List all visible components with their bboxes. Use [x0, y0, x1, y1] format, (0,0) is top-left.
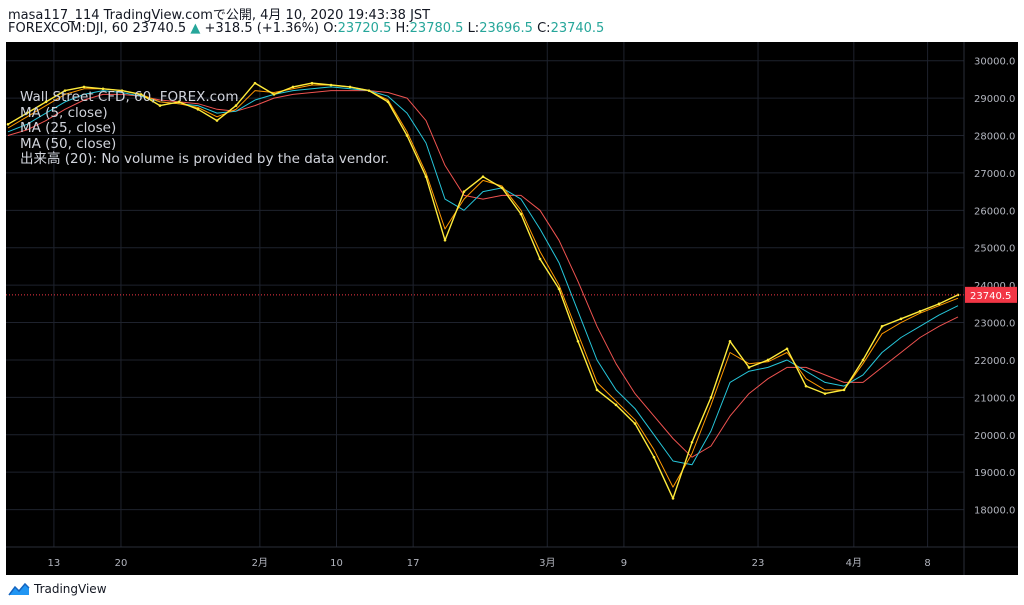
close-point	[44, 100, 48, 104]
y-tick-label: 29000.0	[974, 94, 1015, 105]
close-point	[101, 87, 105, 91]
x-tick-label: 20	[115, 558, 128, 569]
x-tick-label: 10	[330, 558, 343, 569]
tradingview-logo-icon	[8, 582, 30, 596]
close-point	[785, 347, 789, 351]
close-label: C:	[537, 21, 551, 36]
close-point	[728, 339, 732, 343]
tradingview-logo-text: TradingView	[34, 582, 107, 596]
close-point	[348, 85, 352, 89]
close-point	[253, 81, 257, 85]
y-tick-label: 20000.0	[974, 431, 1015, 442]
close-point	[519, 212, 523, 216]
close-point	[82, 85, 86, 89]
close-point	[158, 104, 162, 107]
close-point	[690, 440, 694, 444]
close-point	[481, 175, 485, 178]
publish-line: masa117_114 TradingView.comで公開, 4月 10, 2…	[8, 8, 431, 23]
publish-info: masa117_114 TradingView.comで公開, 4月 10, 2…	[8, 4, 430, 23]
open-label: O:	[323, 21, 338, 36]
close-point	[272, 93, 276, 96]
low-label: L:	[467, 21, 480, 36]
close-point	[329, 83, 333, 87]
y-tick-label: 23000.0	[974, 319, 1015, 330]
x-tick-label: 9	[621, 558, 627, 569]
ma5-series-line	[7, 84, 959, 488]
x-tick-label: 17	[407, 558, 420, 569]
y-tick-label: 24000.0	[974, 281, 1015, 292]
open-value: 23720.5	[337, 21, 392, 36]
chart-header: masa117_114 TradingView.comで公開, 4月 10, 2…	[0, 0, 1024, 40]
close-point	[215, 119, 219, 122]
close-point	[25, 111, 29, 115]
close-point	[405, 134, 409, 137]
close-point	[823, 392, 827, 395]
low-value: 23696.5	[479, 21, 533, 36]
high-label: H:	[395, 21, 410, 36]
close-point	[804, 384, 808, 388]
high-value: 23780.5	[409, 21, 464, 36]
tradingview-logo[interactable]: TradingView	[8, 581, 107, 597]
close-point	[538, 257, 542, 261]
y-tick-label: 19000.0	[974, 468, 1015, 479]
close-value: 23740.5	[550, 21, 605, 36]
close-point	[310, 81, 314, 85]
close-point	[576, 339, 580, 343]
x-tick-label: 8	[924, 558, 930, 569]
close-point	[747, 366, 751, 369]
close-point	[918, 310, 922, 313]
close-point	[652, 455, 656, 459]
x-tick-label: 4月	[846, 557, 862, 569]
close-point	[557, 287, 561, 291]
last-price-label: 23740.5	[970, 291, 1011, 302]
close-point	[291, 85, 295, 89]
last-price-tag	[965, 286, 1017, 303]
up-arrow-icon: ▲	[190, 21, 201, 36]
close-point	[196, 108, 200, 111]
close-point	[443, 238, 447, 242]
close-point	[671, 497, 675, 500]
close-point	[177, 100, 181, 104]
close-point	[633, 422, 637, 425]
close-point	[462, 190, 466, 193]
close-point	[766, 358, 770, 362]
x-tick-label: 13	[48, 558, 61, 569]
close-point	[842, 388, 846, 392]
y-tick-label: 30000.0	[974, 57, 1015, 68]
y-tick-label: 25000.0	[974, 244, 1015, 255]
close-point	[614, 403, 618, 407]
close-point	[367, 89, 371, 92]
close-point	[424, 175, 428, 178]
symbol-line: FOREXCOM:DJI, 60 23740.5	[8, 21, 187, 36]
close-point	[63, 89, 67, 92]
close-point	[899, 317, 903, 321]
price-chart[interactable]: 18000.0 19000.0 20000.0 21000.0 22000.0 23000…	[6, 42, 1018, 575]
y-tick-label: 27000.0	[974, 169, 1015, 180]
chart-area[interactable]: 18000.0 19000.0 20000.0 21000.0 22000.0 23000…	[6, 42, 1018, 575]
close-point	[880, 324, 884, 328]
close-point	[937, 302, 941, 306]
x-tick-label: 23	[752, 558, 765, 569]
close-point	[120, 89, 124, 92]
close-point	[500, 186, 504, 190]
close-point	[595, 388, 599, 392]
close-point	[386, 100, 390, 104]
close-point	[861, 358, 865, 362]
y-tick-label: 18000.0	[974, 506, 1015, 517]
close-point	[6, 122, 10, 126]
footer: TradingView	[0, 575, 1024, 605]
y-tick-label: 22000.0	[974, 356, 1015, 367]
y-tick-label: 28000.0	[974, 132, 1015, 143]
x-tick-label: 3月	[539, 557, 555, 569]
x-tick-label: 2月	[252, 557, 268, 569]
y-tick-label: 21000.0	[974, 393, 1015, 404]
close-point	[709, 396, 713, 399]
change-value: +318.5 (+1.36%)	[204, 21, 320, 36]
close-point	[234, 104, 238, 107]
close-point	[139, 93, 143, 96]
symbol-info: FOREXCOM:DJI, 60 23740.5 ▲ +318.5 (+1.36…	[8, 21, 604, 36]
y-tick-label: 26000.0	[974, 206, 1015, 217]
